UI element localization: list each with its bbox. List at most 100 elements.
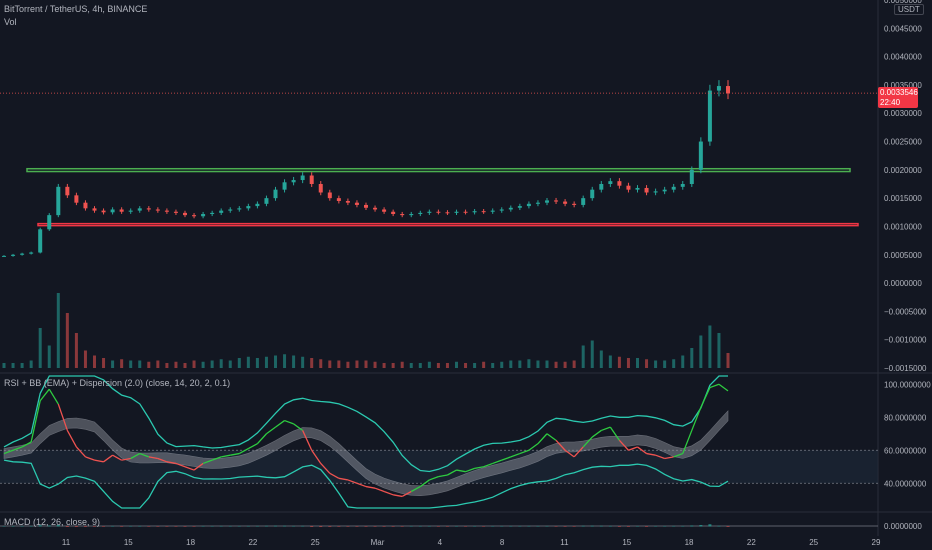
volume-bar xyxy=(93,356,96,369)
volume-bar xyxy=(102,358,105,368)
last-price-value: 0.0033546 xyxy=(880,88,916,98)
candle-body xyxy=(120,209,124,211)
macd-histogram-bar xyxy=(654,526,657,527)
macd-histogram-bar xyxy=(374,526,377,527)
time-tick-label: 8 xyxy=(500,538,505,547)
macd-histogram-bar xyxy=(156,526,159,527)
macd-legend[interactable]: MACD (12, 26, close, 9) xyxy=(4,517,100,527)
volume-bar xyxy=(564,362,567,368)
time-tick-label: 11 xyxy=(62,538,71,547)
volume-bar xyxy=(247,357,250,368)
volume-bar xyxy=(39,328,42,368)
rsi-line-segment xyxy=(257,434,266,444)
volume-bar xyxy=(229,361,232,369)
macd-histogram-bar xyxy=(337,526,340,527)
candle-body xyxy=(328,192,332,198)
rsi-tick-label: 40.0000000 xyxy=(884,479,927,488)
volume-bar xyxy=(536,361,539,369)
time-tick-label: Mar xyxy=(371,538,385,547)
currency-badge[interactable]: USDT xyxy=(894,4,924,15)
macd-histogram-bar xyxy=(663,526,666,527)
candle-body xyxy=(572,204,576,205)
volume-bar xyxy=(672,359,675,368)
candle-body xyxy=(83,203,87,209)
price-tick-label: 0.0020000 xyxy=(884,166,922,175)
candle-body xyxy=(373,208,377,210)
macd-histogram-bar xyxy=(292,526,295,527)
candle-body xyxy=(445,212,449,213)
price-tick-label: 0.0015000 xyxy=(884,194,922,203)
volume-bar xyxy=(618,357,621,368)
macd-histogram-bar xyxy=(220,526,223,527)
symbol-legend[interactable]: BitTorrent / TetherUS, 4h, BINANCE xyxy=(4,4,147,14)
macd-histogram-bar xyxy=(518,526,521,527)
macd-histogram-bar xyxy=(365,526,368,527)
time-tick-label: 4 xyxy=(438,538,443,547)
macd-histogram-bar xyxy=(319,526,322,527)
volume-bar xyxy=(310,358,313,368)
candle-body xyxy=(38,229,42,252)
candle-body xyxy=(29,253,33,254)
rsi-line-segment xyxy=(538,434,547,444)
volume-bar xyxy=(3,363,6,368)
rsi-line-segment xyxy=(375,488,384,491)
volume-bar xyxy=(699,336,702,369)
candle-body xyxy=(355,203,359,205)
candle-body xyxy=(391,212,395,214)
candle-body xyxy=(708,91,712,142)
rsi-line-segment xyxy=(276,421,285,428)
candle-body xyxy=(400,214,404,215)
volume-bar xyxy=(609,356,612,369)
volume-legend[interactable]: Vol xyxy=(4,17,17,27)
volume-bar xyxy=(663,361,666,369)
candle-body xyxy=(74,195,78,202)
volume-bar xyxy=(518,361,521,369)
candle-body xyxy=(608,181,612,184)
macd-histogram-bar xyxy=(482,526,485,527)
macd-histogram-bar xyxy=(555,526,558,527)
price-axis[interactable]: 0.0050000 0.0045000 0.0040000 0.0035000 0.00… xyxy=(884,0,927,373)
volume-bar xyxy=(211,361,214,369)
volume-bar xyxy=(184,363,187,368)
price-tick-label: 0.0010000 xyxy=(884,222,922,231)
candle-body xyxy=(418,213,422,214)
volume-bar xyxy=(84,351,87,369)
candle-body xyxy=(210,213,214,214)
volume-bar xyxy=(220,359,223,368)
volume-bar xyxy=(464,363,467,368)
macd-histogram-bar xyxy=(627,526,630,527)
macd-histogram-bar xyxy=(283,526,286,527)
volume-bars xyxy=(3,293,730,368)
candle-body xyxy=(599,184,603,190)
macd-histogram-bar xyxy=(708,524,711,526)
rsi-legend[interactable]: RSI + BB (EMA) + Dispersion (2.0) (close… xyxy=(4,378,230,388)
macd-histogram-bar xyxy=(582,526,585,527)
volume-bar xyxy=(654,361,657,369)
volume-bar xyxy=(75,333,78,368)
last-price-badge: 0.0033546 22:40 xyxy=(878,87,918,108)
macd-histogram-bar xyxy=(419,526,422,527)
rsi-line-segment xyxy=(67,430,76,447)
time-axis[interactable]: 11 15 18 22 25 Mar 4 8 11 15 18 22 25 29 xyxy=(62,538,881,547)
macd-histogram-bar xyxy=(120,526,123,527)
volume-bar xyxy=(328,361,331,369)
candle-body xyxy=(717,86,721,91)
candle-body xyxy=(545,200,549,202)
macd-histogram-bar xyxy=(618,526,621,527)
rsi-line-segment xyxy=(393,495,402,497)
rsi-line-segment xyxy=(248,444,257,449)
candle-body xyxy=(201,214,205,216)
candle-body xyxy=(464,212,468,213)
candle-body xyxy=(699,142,703,170)
volume-bar xyxy=(283,354,286,368)
time-tick-label: 29 xyxy=(872,538,881,547)
macd-histogram-bar xyxy=(690,526,693,527)
candle-body xyxy=(491,211,495,212)
volume-bar xyxy=(473,363,476,368)
macd-histogram-bar xyxy=(202,526,205,527)
candle-body xyxy=(138,208,142,210)
price-tick-label: −0.0005000 xyxy=(884,307,927,316)
macd-histogram-bar xyxy=(727,526,730,527)
volume-bar xyxy=(193,361,196,369)
